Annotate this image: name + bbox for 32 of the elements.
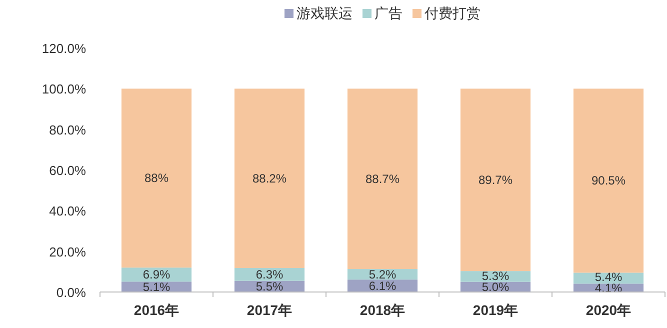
x-tick-label: 2020年 — [586, 302, 632, 318]
data-label: 88.7% — [365, 172, 400, 186]
bar — [347, 88, 418, 270]
data-label: 88.2% — [252, 171, 287, 186]
y-tick-label: 120.0% — [42, 41, 86, 56]
y-tick-label: 100.0% — [42, 82, 86, 97]
data-label: 90.5% — [591, 174, 626, 188]
data-label: 89.7% — [478, 172, 513, 187]
data-label: 5.1% — [142, 280, 170, 294]
bar — [234, 88, 305, 268]
x-tick-label: 2019年 — [472, 302, 518, 318]
data-label: 5.2% — [368, 267, 396, 282]
data-label: 6.1% — [368, 278, 396, 293]
data-label: 5.4% — [594, 270, 622, 284]
data-label: 88% — [144, 171, 169, 186]
data-label: 5.5% — [256, 279, 284, 294]
legend-label: 付费打赏 — [424, 5, 480, 21]
y-tick-label: 20.0% — [49, 244, 86, 260]
bar — [460, 88, 531, 272]
y-tick-label: 40.0% — [49, 204, 86, 219]
y-tick-label: 0.0% — [56, 285, 86, 300]
data-label: 6.9% — [142, 268, 170, 282]
data-label: 6.3% — [256, 267, 284, 282]
bar — [121, 88, 192, 268]
y-tick-label: 60.0% — [49, 163, 86, 178]
legend-label: 广告 — [374, 5, 402, 21]
y-tick-label: 80.0% — [49, 122, 86, 138]
x-tick-label: 2018年 — [360, 302, 406, 318]
x-tick-label: 2016年 — [134, 302, 180, 318]
legend-label: 游戏联运 — [296, 5, 352, 21]
bar — [573, 88, 644, 273]
x-tick-label: 2017年 — [246, 302, 292, 318]
